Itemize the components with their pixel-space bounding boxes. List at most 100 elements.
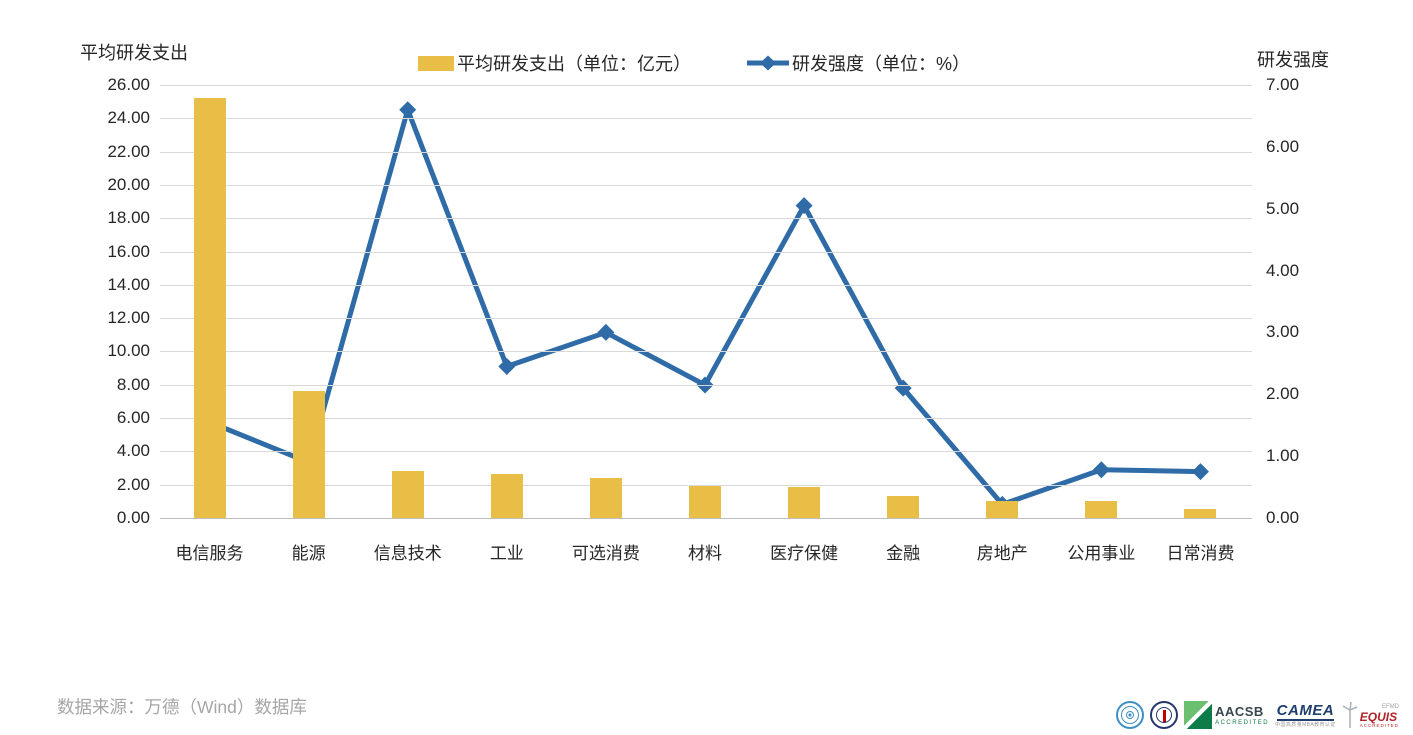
- university-seal-icon: [1116, 701, 1145, 729]
- bar-series-swatch: [418, 55, 454, 71]
- x-axis-label-日常消费: 日常消费: [1166, 544, 1235, 563]
- seal-ring: [1156, 707, 1173, 723]
- left-axis-title: 平均研发支出: [80, 43, 188, 63]
- left-axis-tick-label: 10.00: [107, 341, 150, 361]
- right-axis-tick-label: 2.00: [1266, 384, 1300, 404]
- left-axis-tick-label: 0.00: [116, 508, 150, 527]
- x-axis-label-工业: 工业: [489, 544, 524, 563]
- left-axis-tick-label: 24.00: [107, 108, 150, 128]
- right-axis-tick-label: 5.00: [1266, 198, 1300, 218]
- left-axis-tick-label: 8.00: [116, 374, 150, 394]
- x-axis-label-材料: 材料: [688, 544, 722, 563]
- right-axis-tick-label: 0.00: [1266, 508, 1300, 527]
- seal-ring: [1121, 706, 1140, 724]
- gridline: [160, 484, 1252, 486]
- left-axis-tick-label: 2.00: [116, 474, 150, 494]
- gridline: [160, 184, 1252, 186]
- left-axis-tick-label: 16.00: [107, 241, 150, 261]
- bar-公用事业: [1085, 501, 1118, 518]
- bar-材料: [689, 485, 721, 518]
- left-axis-tick-label: 26.00: [107, 75, 150, 94]
- left-axis-tick-label: 6.00: [116, 408, 150, 428]
- right-axis-tick-label: 3.00: [1266, 322, 1300, 342]
- left-axis-tick-label: 22.00: [107, 141, 150, 161]
- bar-能源: [292, 391, 325, 518]
- left-axis-tick-label: 12.00: [107, 308, 150, 328]
- marker-公用事业: [1092, 461, 1110, 479]
- gridline: [160, 418, 1252, 420]
- gridline: [160, 85, 1252, 86]
- aacsb-accredited-label: ACCREDITED: [1215, 719, 1270, 726]
- gridline: [160, 284, 1252, 286]
- bar-房地产: [986, 501, 1019, 518]
- rd-intensity-line-layer: [201, 101, 1209, 513]
- left-axis-tick-label: 14.00: [107, 274, 150, 294]
- equis-wordmark: EFMD EQUIS ACCREDITED: [1360, 704, 1399, 729]
- x-axis-label-医疗保健: 医疗保健: [770, 544, 839, 563]
- legend: 平均研发支出（单位：亿元） 研发强度（单位：%）: [418, 50, 970, 76]
- bar-可选消费: [589, 478, 622, 518]
- x-axis-label-电信服务: 电信服务: [175, 544, 244, 563]
- gridline: [160, 118, 1252, 120]
- legend-bar-label: 平均研发支出（单位：亿元）: [457, 54, 691, 74]
- legend-item-bar-series: 平均研发支出（单位：亿元）: [418, 50, 691, 76]
- school-seal-icon: [1150, 701, 1179, 729]
- data-source-note: 数据来源：万德（Wind）数据库: [57, 697, 307, 717]
- gridline: [160, 151, 1252, 153]
- camea-subtitle: 中国高质量MBA教育认证: [1275, 721, 1336, 728]
- marker-可选消费: [597, 323, 615, 341]
- aacsb-logo: AACSB ACCREDITED: [1184, 701, 1269, 729]
- x-axis-label-信息技术: 信息技术: [373, 544, 442, 563]
- right-axis-title: 研发强度: [1257, 50, 1329, 70]
- aacsb-wordmark: AACSB ACCREDITED: [1215, 705, 1269, 726]
- x-axis-label-金融: 金融: [886, 544, 921, 563]
- marker-医疗保健: [795, 197, 813, 215]
- equis-name: EQUIS: [1359, 709, 1398, 724]
- bar-日常消费: [1184, 508, 1217, 518]
- right-axis-tick-label: 1.00: [1266, 446, 1300, 466]
- left-axis-tick-label: 20.00: [107, 174, 150, 194]
- aacsb-name: AACSB: [1215, 703, 1264, 719]
- marker-信息技术: [399, 101, 417, 119]
- efmd-label: EFMD: [1382, 703, 1399, 710]
- line-series-swatch: [747, 55, 789, 71]
- bar-医疗保健: [788, 487, 821, 518]
- gridline: [160, 218, 1252, 220]
- accreditation-logos: AACSB ACCREDITED CAMEA 中国高质量MBA教育认证 EFMD…: [1116, 696, 1399, 734]
- x-axis-label-公用事业: 公用事业: [1067, 544, 1136, 563]
- wind-turbine-icon: [1342, 702, 1358, 728]
- legend-line-label: 研发强度（单位：%）: [792, 54, 971, 74]
- x-axis-label-房地产: 房地产: [976, 544, 1028, 563]
- seal-core: [1126, 711, 1135, 719]
- plot-area: [160, 85, 1252, 519]
- right-axis-tick-label: 6.00: [1266, 136, 1300, 156]
- equis-logo: EFMD EQUIS ACCREDITED: [1342, 702, 1399, 728]
- gridline: [160, 251, 1252, 253]
- bar-工业: [490, 473, 523, 518]
- x-axis-label-能源: 能源: [291, 544, 326, 563]
- bar-信息技术: [391, 471, 424, 518]
- aacsb-square-icon: [1184, 701, 1213, 729]
- rd-intensity-line: [208, 107, 1201, 507]
- x-axis-line: [160, 518, 1252, 519]
- left-axis-tick-label: 4.00: [116, 441, 150, 461]
- gridline: [160, 451, 1252, 453]
- right-axis-tick-label: 4.00: [1266, 260, 1300, 280]
- gridline: [160, 351, 1252, 353]
- marker-工业: [498, 357, 516, 375]
- left-axis-tick-label: 18.00: [107, 208, 150, 228]
- camea-name: CAMEA: [1276, 701, 1335, 721]
- bar-金融: [887, 496, 920, 518]
- gridline: [160, 384, 1252, 386]
- bar-电信服务: [193, 98, 226, 518]
- gridline: [160, 318, 1252, 320]
- camea-logo: CAMEA 中国高质量MBA教育认证: [1275, 703, 1336, 728]
- marker-金融: [894, 379, 912, 397]
- marker-日常消费: [1191, 463, 1209, 481]
- equis-accredited-label: ACCREDITED: [1359, 722, 1399, 728]
- x-axis-label-可选消费: 可选消费: [571, 544, 640, 563]
- seal-flame: [1163, 710, 1167, 722]
- right-axis-tick-label: 7.00: [1266, 75, 1300, 94]
- legend-item-line-series: 研发强度（单位：%）: [747, 50, 970, 76]
